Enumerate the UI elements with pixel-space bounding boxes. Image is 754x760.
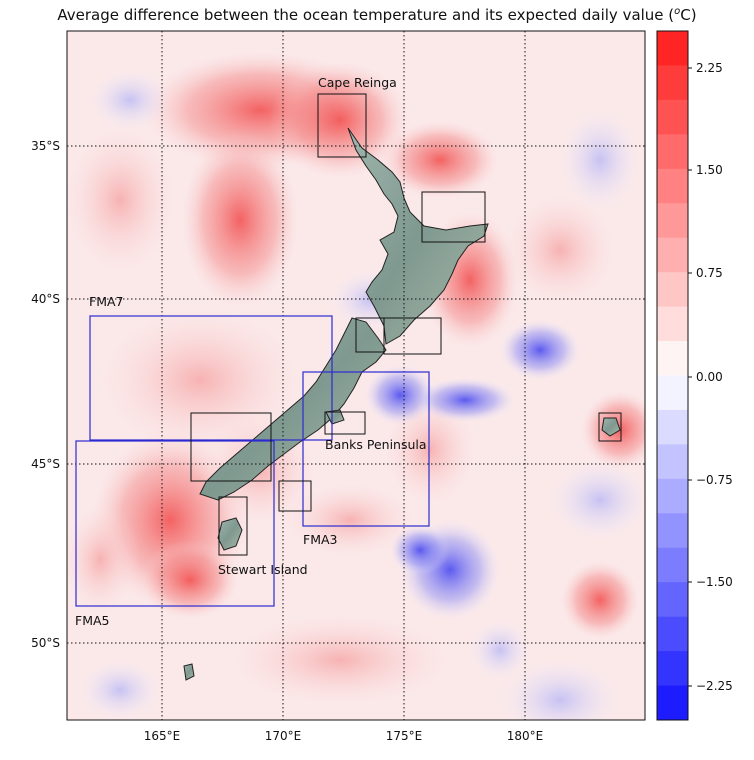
colorbar-tick-label: 1.50	[696, 163, 723, 177]
lon-tick: 175°E	[386, 729, 423, 743]
north-island	[347, 127, 489, 345]
site-boxes	[190, 93, 622, 556]
fma-regions	[75, 315, 430, 607]
new-zealand-land	[183, 127, 621, 681]
colorbar-band	[657, 168, 688, 204]
map-title: Average difference between the ocean tem…	[57, 6, 697, 24]
stewart-island-box	[218, 496, 248, 556]
lat-tick: 45°S	[31, 457, 60, 471]
colorbar-band	[657, 375, 688, 411]
banks-peninsula-land	[325, 409, 345, 425]
colorbar-band	[657, 651, 688, 687]
colorbar-tick-label: −1.50	[696, 575, 733, 589]
graticule	[67, 31, 645, 720]
map-frame	[66, 30, 646, 721]
colorbar-band	[657, 616, 688, 652]
anomaly-field	[67, 31, 645, 720]
colorbar-tick-label: −0.75	[696, 473, 733, 487]
lon-tick: 170°E	[265, 729, 302, 743]
fma7-box	[89, 315, 333, 441]
chatham-island-land	[601, 417, 621, 437]
lat-tick: 50°S	[31, 636, 60, 650]
colorbar-band	[657, 31, 688, 66]
chatham-box	[598, 412, 622, 442]
otago-box	[278, 480, 312, 512]
east-cape-box	[421, 191, 486, 243]
colorbar-band	[657, 272, 688, 308]
cape-reinga-box	[317, 93, 367, 158]
latitude-ticks: 35°S 40°S 45°S 50°S	[31, 139, 60, 650]
colorbar-band	[657, 203, 688, 239]
colorbar: 2.25 1.50 0.75 0.00 −0.75 −1.50 −2.25	[656, 30, 733, 721]
stewart-island-land	[217, 517, 243, 551]
colorbar-ticks	[688, 67, 692, 687]
colorbar-band	[657, 65, 688, 101]
colorbar-band	[657, 547, 688, 583]
colorbar-band	[657, 134, 688, 170]
fma5-label: FMA5	[75, 613, 109, 628]
south-island	[199, 317, 387, 501]
colorbar-tick-label: 2.25	[696, 61, 723, 75]
cook-strait-east-box	[383, 317, 442, 355]
lon-tick: 180°E	[507, 729, 544, 743]
colorbar-band	[657, 444, 688, 480]
auckland-island-land	[183, 663, 195, 681]
fma3-box	[302, 371, 430, 527]
lat-tick: 35°S	[31, 139, 60, 153]
colorbar-band	[657, 582, 688, 618]
colorbar-band	[657, 513, 688, 549]
colorbar-band	[657, 478, 688, 514]
fma7-label: FMA7	[89, 294, 123, 309]
colorbar-band	[657, 99, 688, 135]
longitude-ticks: 165°E 170°E 175°E 180°E	[144, 729, 544, 743]
lat-tick: 40°S	[31, 292, 60, 306]
colorbar-band	[657, 685, 688, 721]
colorbar-tick-label: −2.25	[696, 679, 733, 693]
lon-tick: 165°E	[144, 729, 181, 743]
colorbar-band	[657, 409, 688, 445]
colorbar-band	[657, 237, 688, 273]
colorbar-bands	[657, 31, 688, 721]
banks-peninsula-label: Banks Peninsula	[325, 437, 427, 452]
fma5-box	[75, 440, 275, 607]
fiordland-box	[190, 412, 272, 482]
banks-peninsula-box	[324, 411, 366, 435]
cape-reinga-label: Cape Reinga	[318, 75, 397, 90]
colorbar-tick-label: 0.75	[696, 266, 723, 280]
colorbar-frame	[656, 30, 689, 721]
colorbar-band	[657, 306, 688, 342]
place-labels: Cape Reinga FMA7 Banks Peninsula FMA3 St…	[75, 75, 427, 628]
colorbar-band	[657, 341, 688, 376]
stewart-island-label: Stewart Island	[218, 562, 308, 577]
fma3-label: FMA3	[303, 532, 337, 547]
colorbar-tick-label: 0.00	[696, 370, 723, 384]
